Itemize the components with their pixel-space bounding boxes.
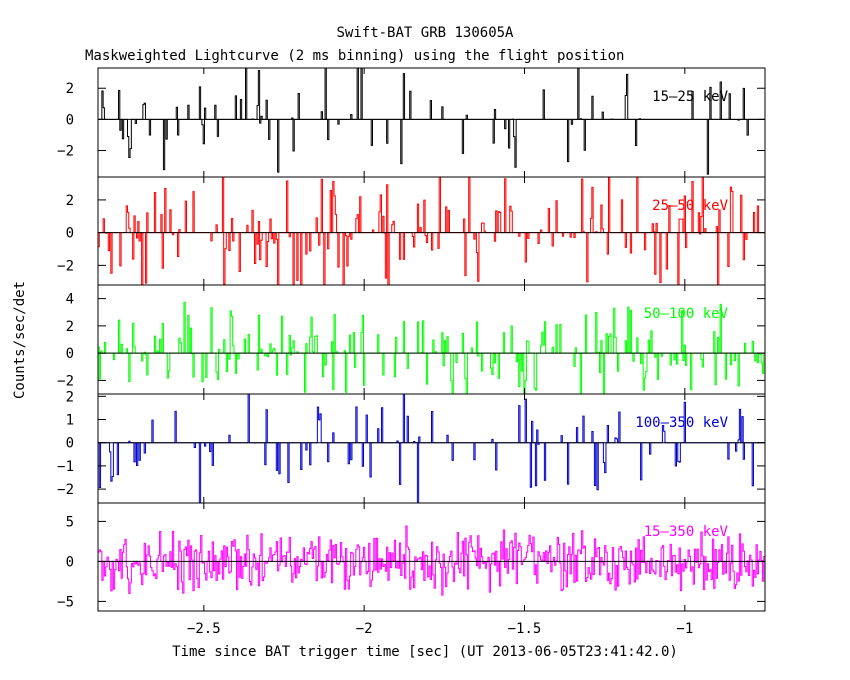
y-tick-label-5-2: 0	[66, 554, 74, 570]
y-axis-label: Counts/sec/det	[12, 281, 28, 399]
panel-3: −2 0 2 4 50–100 keV	[57, 284, 766, 395]
y-tick-label-1-2: 0	[66, 112, 74, 128]
y-tick-label-4-5: 2	[66, 389, 74, 405]
series-label-2: 25–50 keV	[652, 198, 728, 214]
series-label-5: 15–350 keV	[644, 524, 729, 540]
x-axis-label: Time since BAT trigger time [sec] (UT 20…	[172, 644, 678, 660]
series-line-2	[98, 177, 765, 285]
y-tick-label-3-4: 4	[66, 292, 74, 308]
y-tick-label-3-1: −2	[57, 373, 74, 389]
x-tick-label-1: −2.5	[187, 621, 221, 637]
panel-2: −2 0 2 25–50 keV	[57, 176, 766, 286]
y-tick-label-4-3: 0	[66, 436, 74, 452]
y-tick-label-4-4: 1	[66, 413, 74, 429]
figure-subtitle: Maskweighted Lightcurve (2 ms binning) u…	[85, 48, 624, 64]
y-tick-label-2-2: 0	[66, 226, 74, 242]
series-line-5	[98, 525, 765, 596]
panel-4: −2 −1 0 1 2 100–350 keV	[57, 389, 766, 504]
panel-frame-3	[97, 284, 766, 395]
panel-frame-1	[97, 67, 766, 178]
panel-frame-5	[97, 502, 766, 612]
x-tick-label-2: −2	[356, 621, 373, 637]
y-tick-label-2-3: 2	[66, 193, 74, 209]
panel-1: −2 0 2 15–25 keV	[57, 67, 766, 178]
y-tick-label-5-1: −5	[57, 594, 74, 610]
y-tick-label-2-1: −2	[57, 258, 74, 274]
panel-5: −5 0 5 15–350 keV	[57, 502, 766, 612]
y-tick-label-5-3: 5	[66, 514, 74, 530]
x-tick-label-3: −1.5	[508, 621, 542, 637]
series-line-4	[98, 394, 765, 503]
figure-title: Swift-BAT GRB 130605A	[336, 25, 514, 41]
series-line-1	[98, 68, 765, 175]
x-tick-label-4: −1	[676, 621, 693, 637]
y-tick-label-3-2: 0	[66, 346, 74, 362]
y-tick-label-4-1: −2	[57, 482, 74, 498]
y-tick-label-3-3: 2	[66, 319, 74, 335]
series-label-3: 50–100 keV	[644, 306, 729, 322]
panel-frame-2	[97, 176, 766, 286]
y-tick-label-1-1: −2	[57, 144, 74, 160]
y-tick-label-1-3: 2	[66, 81, 74, 97]
series-label-1: 15–25 keV	[652, 89, 728, 105]
series-label-4: 100–350 keV	[635, 415, 728, 431]
y-tick-label-4-2: −1	[57, 459, 74, 475]
panels-group: −2 0 2 15–25 keV −2 0 2 25–50 keV −2 0 2 4 50–100 ke…	[57, 67, 766, 637]
panel-frame-4	[97, 393, 766, 504]
